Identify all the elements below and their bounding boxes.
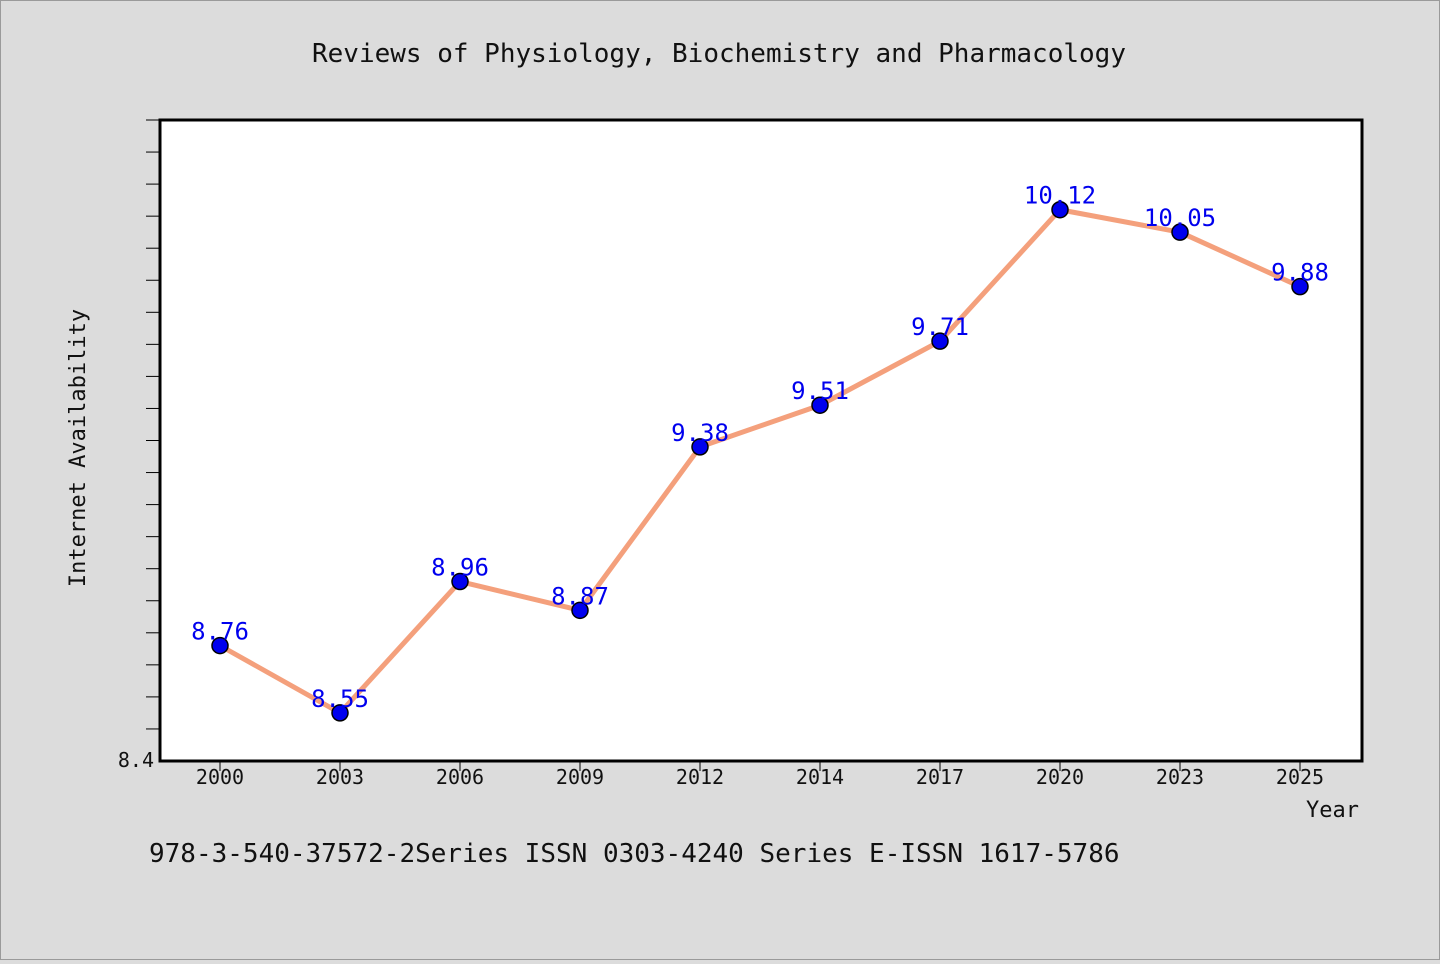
y-axis-ticks bbox=[146, 119, 160, 730]
y-axis-tick-labels: 8.4 bbox=[118, 748, 154, 772]
series-line-group bbox=[217, 207, 1303, 716]
data-markers bbox=[211, 200, 1309, 722]
data-label: 9.38 bbox=[671, 419, 729, 447]
data-point bbox=[691, 438, 709, 456]
x-tick-label: 2014 bbox=[796, 765, 844, 789]
data-labels: 8.76 8.55 8.96 8.87 9.38 9.51 9.71 10.12 10.05 9.… bbox=[191, 182, 1329, 713]
x-tick-label: 2000 bbox=[196, 765, 244, 789]
x-tick-label: 2003 bbox=[316, 765, 364, 789]
x-tick-label: 2009 bbox=[556, 765, 604, 789]
data-point bbox=[1291, 277, 1309, 296]
x-tick-label: 2020 bbox=[1036, 765, 1084, 789]
data-point bbox=[931, 332, 949, 350]
data-label: 10.12 bbox=[1024, 182, 1096, 210]
footer-text: 978-3-540-37572-2Series ISSN 0303-4240 S… bbox=[149, 839, 1120, 869]
y-axis-label: Internet Availability bbox=[66, 309, 91, 587]
x-axis-ticks bbox=[219, 761, 1301, 771]
data-label: 9.51 bbox=[791, 377, 849, 405]
data-label: 8.87 bbox=[551, 582, 609, 610]
data-point bbox=[331, 704, 349, 722]
data-point bbox=[571, 601, 589, 620]
x-axis-tick-labels: 2000 2003 2006 2009 2012 2014 2017 2020 2023 2025 bbox=[196, 765, 1324, 789]
data-point bbox=[1051, 200, 1069, 219]
data-point bbox=[211, 636, 229, 655]
series-line bbox=[217, 207, 1303, 716]
data-point bbox=[811, 396, 829, 414]
data-label: 9.71 bbox=[911, 313, 969, 341]
x-tick-label: 2017 bbox=[916, 765, 964, 789]
x-tick-label: 2012 bbox=[676, 765, 724, 789]
data-point bbox=[451, 572, 469, 591]
data-label: 8.76 bbox=[191, 618, 249, 646]
x-tick-label: 2023 bbox=[1156, 765, 1204, 789]
data-label: 8.55 bbox=[311, 685, 369, 713]
data-label: 9.88 bbox=[1271, 259, 1329, 287]
data-label: 8.96 bbox=[431, 554, 489, 582]
x-axis-label: Year bbox=[1306, 798, 1359, 823]
x-tick-label: 2025 bbox=[1276, 765, 1324, 789]
data-label: 10.05 bbox=[1144, 204, 1216, 232]
data-point bbox=[1171, 223, 1189, 241]
y-tick-label: 8.4 bbox=[118, 748, 154, 772]
x-tick-label: 2006 bbox=[436, 765, 484, 789]
chart-title: Reviews of Physiology, Biochemistry and … bbox=[312, 39, 1126, 69]
